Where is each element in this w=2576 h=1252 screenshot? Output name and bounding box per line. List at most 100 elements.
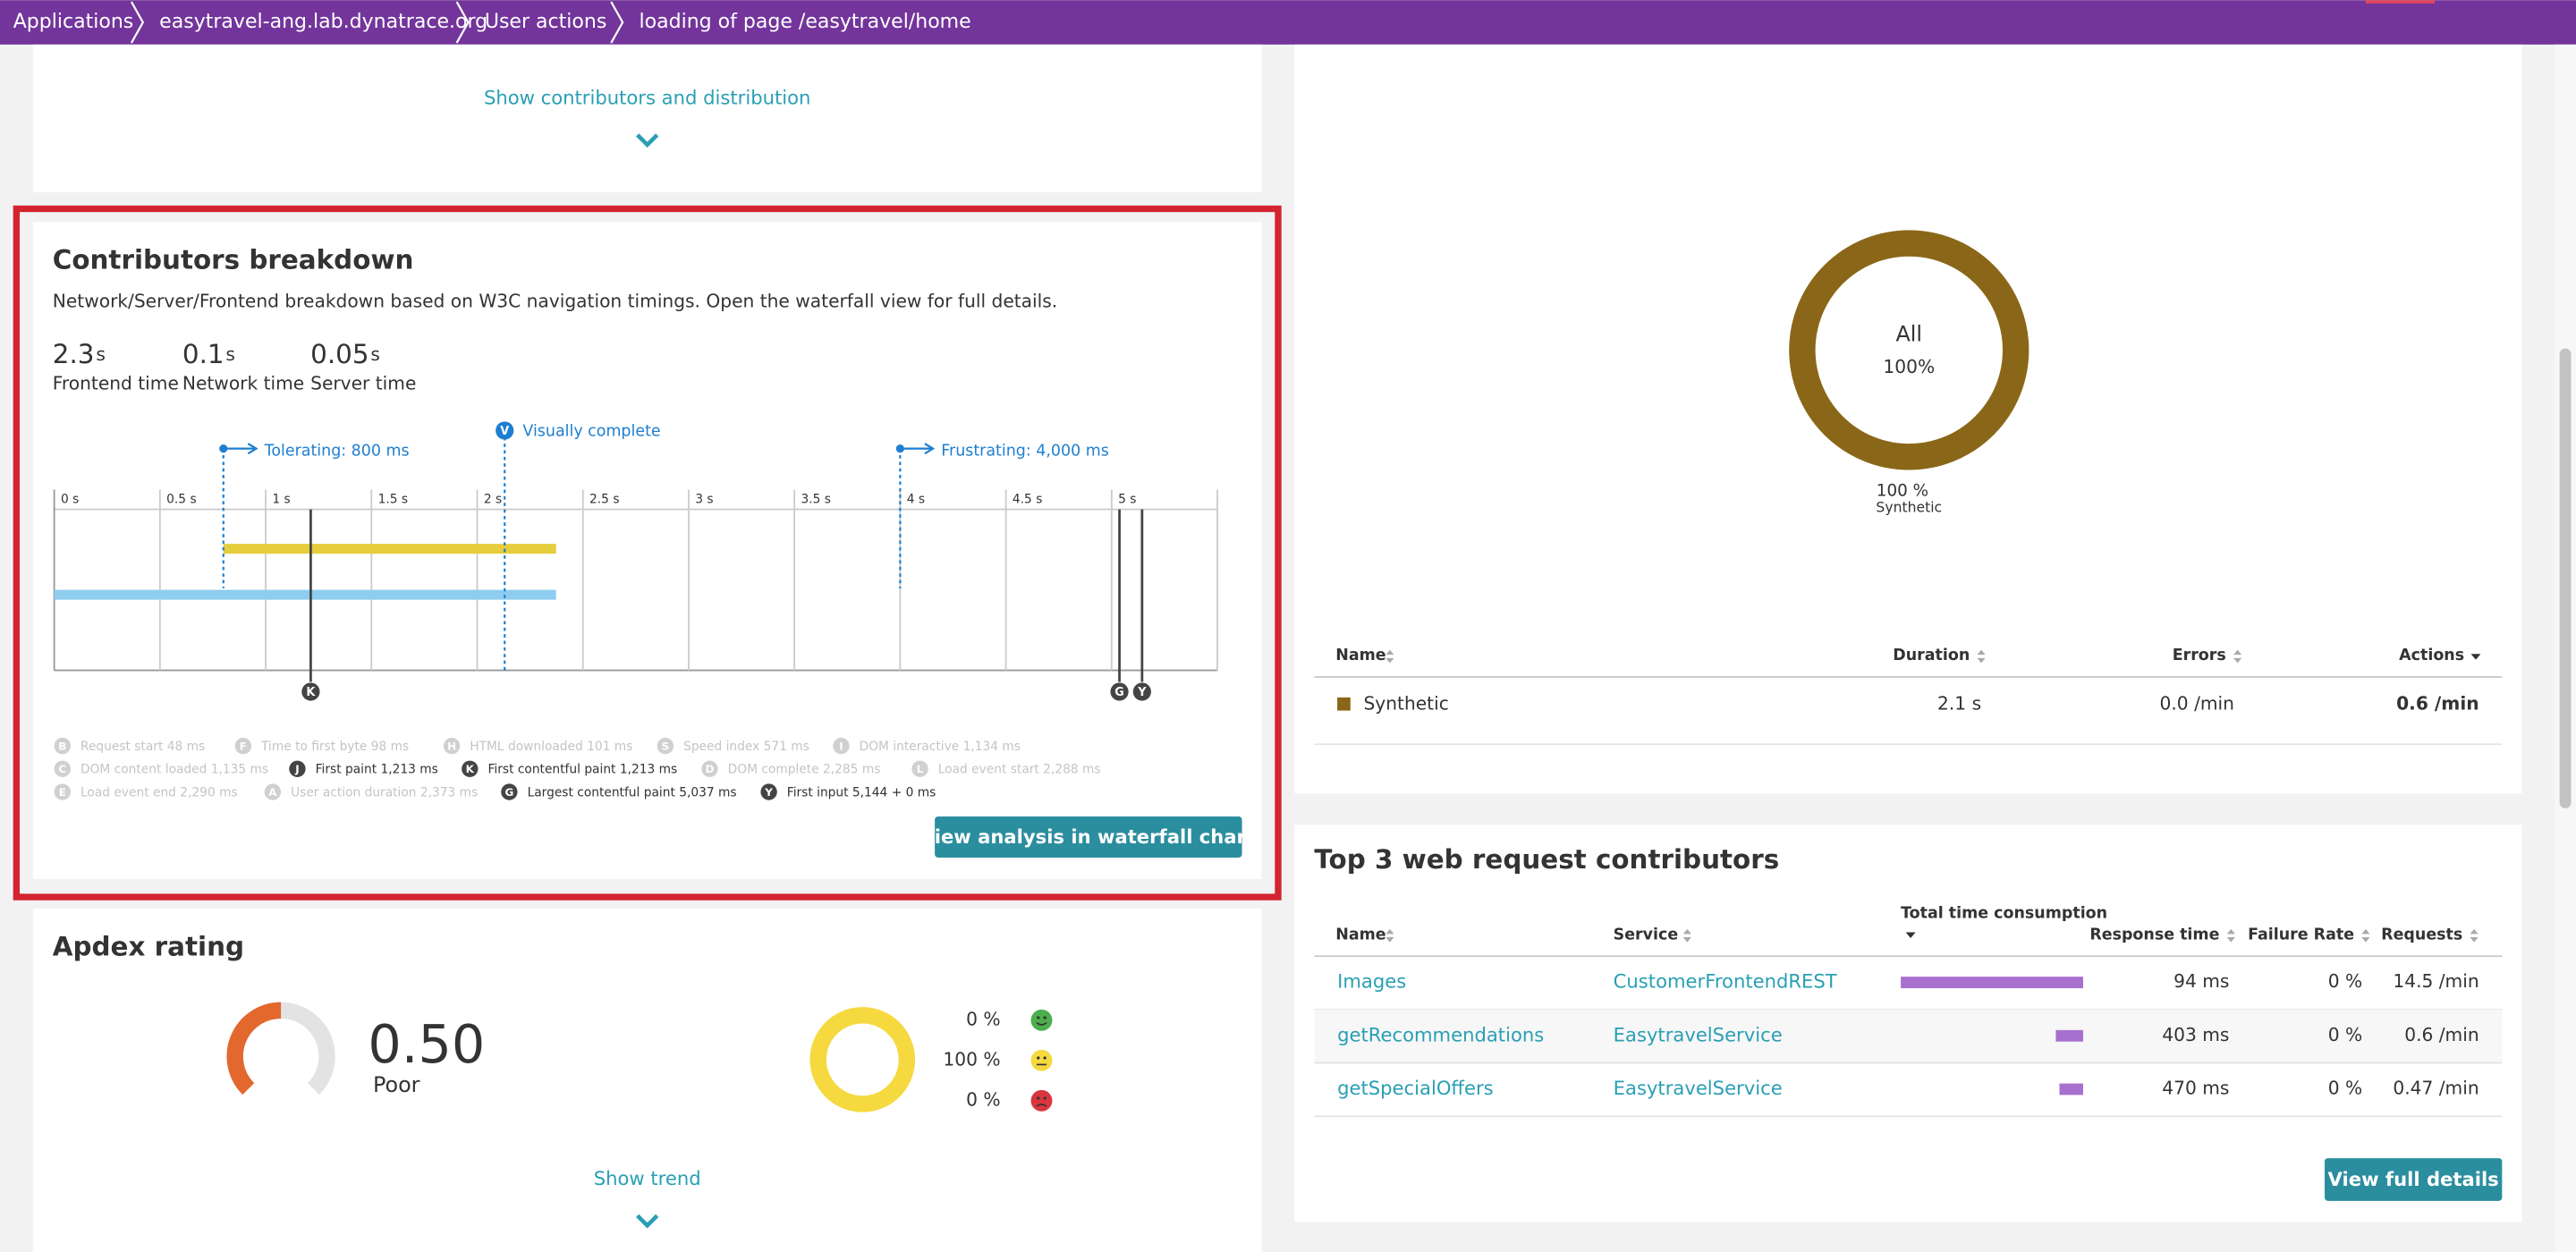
table-header[interactable]: Name	[1335, 926, 1385, 943]
x-tick-label: 1.5 s	[378, 493, 408, 507]
legend-badge-letter: B	[58, 740, 66, 753]
chevron-icon[interactable]	[636, 1214, 659, 1229]
table-header[interactable]: Errors	[2173, 647, 2226, 664]
legend-text: User action duration 2,373 ms	[291, 785, 478, 799]
x-tick-label: 3 s	[695, 493, 713, 507]
sort-icon	[1385, 928, 1394, 943]
table-cell: 470 ms	[2162, 1077, 2229, 1098]
rating-face	[1030, 1089, 1053, 1112]
legend-text: DOM interactive 1,134 ms	[860, 740, 1021, 754]
metric-label: Network time	[182, 373, 304, 394]
breadcrumb[interactable]: User actions	[485, 11, 607, 33]
donut-legend-label: 0 %	[966, 1008, 1000, 1029]
apdex-score: 0.50	[368, 1013, 485, 1075]
card-title: Contributors breakdown	[53, 245, 414, 275]
donut-center-label: All	[1895, 321, 1922, 346]
card	[32, 44, 1262, 193]
gauge-value	[226, 1002, 282, 1096]
apdex-rating: Poor	[373, 1072, 420, 1097]
chevron-icon[interactable]	[636, 133, 659, 148]
legend-badge-letter: I	[839, 740, 843, 753]
card-title: Apdex rating	[53, 931, 244, 961]
legend-text: Speed index 571 ms	[683, 740, 809, 754]
sort-icon	[2470, 928, 2479, 943]
service-name[interactable]: EasytravelService	[1614, 1023, 1783, 1045]
legend-badge-letter: E	[59, 786, 66, 799]
donut-slice	[809, 1007, 916, 1112]
x-tick-label: 4.5 s	[1013, 493, 1042, 507]
button-label[interactable]: View analysis in waterfall chart	[920, 825, 1255, 848]
metric-number: 0.05	[310, 338, 369, 368]
breadcrumb[interactable]: Applications	[13, 11, 134, 33]
face-eye	[1043, 1056, 1046, 1060]
button-label[interactable]: View full details	[2328, 1168, 2499, 1190]
legend-badge-letter: Y	[764, 786, 773, 799]
request-name[interactable]: Images	[1337, 970, 1406, 993]
threshold-label: Tolerating: 800 ms	[264, 442, 410, 460]
legend-badge-letter: A	[268, 786, 277, 799]
card	[32, 222, 1262, 879]
highlight-box	[13, 205, 1282, 901]
legend-badge-letter: H	[447, 740, 456, 753]
face-eye	[1037, 1056, 1040, 1060]
face-mouth	[1036, 1021, 1047, 1026]
table-cell: 403 ms	[2162, 1024, 2229, 1045]
legend-badge	[54, 760, 71, 777]
service-name[interactable]: EasytravelService	[1614, 1077, 1783, 1099]
legend-badge-letter: G	[504, 786, 513, 799]
table-cell: 0 %	[2328, 1024, 2362, 1045]
legend-badge	[462, 760, 479, 777]
breadcrumb[interactable]: easytravel-ang.lab.dynatrace.org	[159, 11, 487, 33]
request-name[interactable]: getRecommendations	[1337, 1023, 1544, 1045]
series-swatch	[1337, 697, 1351, 711]
threshold-arrow	[900, 443, 936, 455]
legend-text: First input 5,144 + 0 ms	[787, 785, 936, 799]
table-header[interactable]: Name	[1335, 647, 1385, 664]
sort-icon	[1682, 928, 1691, 943]
x-tick-label: 5 s	[1118, 493, 1136, 507]
breadcrumb-separator	[130, 1, 145, 44]
badge-letter: K	[306, 686, 316, 699]
table-header[interactable]: Total time consumption	[1901, 904, 2107, 922]
table-cell: 0.47 /min	[2393, 1077, 2479, 1098]
row-stripe	[1314, 1009, 2503, 1063]
timing-bar	[223, 544, 556, 554]
table-header[interactable]: Response time	[2089, 926, 2219, 943]
button[interactable]	[2324, 1158, 2503, 1201]
sort-icon	[2470, 654, 2481, 660]
x-tick-label: 2.5 s	[589, 493, 619, 507]
card	[1294, 44, 2522, 794]
donut-caption: Synthetic	[1876, 499, 1942, 515]
button[interactable]	[935, 816, 1242, 858]
table-header[interactable]: Actions	[2399, 647, 2464, 664]
link[interactable]: Show contributors and distribution	[484, 86, 810, 108]
metric-value: 0.05 s	[310, 338, 380, 368]
service-name[interactable]: CustomerFrontendREST	[1614, 970, 1837, 993]
legend-text: Time to first byte 98 ms	[260, 740, 409, 754]
table-cell: 0 %	[2328, 1077, 2362, 1098]
metric-label: Frontend time	[53, 373, 179, 394]
legend-badge-letter: L	[917, 763, 924, 775]
request-name[interactable]: getSpecialOffers	[1337, 1077, 1494, 1099]
legend-badge	[289, 760, 306, 777]
top-bar-accent	[2365, 0, 2436, 4]
legend-badge	[443, 737, 461, 755]
table-header[interactable]: Service	[1614, 926, 1679, 943]
sort-icon	[1385, 649, 1394, 664]
rating-face	[1030, 1049, 1053, 1071]
donut-center-value: 100%	[1883, 356, 1935, 377]
donut-caption: 100 %	[1877, 481, 1928, 500]
table-header[interactable]: Duration	[1893, 647, 1970, 664]
link[interactable]: Show trend	[594, 1167, 701, 1189]
breadcrumb[interactable]: loading of page /easytravel/home	[639, 11, 970, 33]
legend-badge	[701, 760, 718, 777]
table-header[interactable]: Requests	[2381, 926, 2462, 943]
legend-badge	[911, 760, 928, 777]
scrollbar-thumb[interactable]	[2559, 348, 2572, 808]
table-header[interactable]: Failure Rate	[2248, 926, 2354, 943]
legend-badge	[657, 737, 674, 755]
metric-value: 0.1 s	[182, 338, 235, 368]
badge	[496, 421, 514, 440]
breadcrumb-separator	[610, 1, 624, 44]
